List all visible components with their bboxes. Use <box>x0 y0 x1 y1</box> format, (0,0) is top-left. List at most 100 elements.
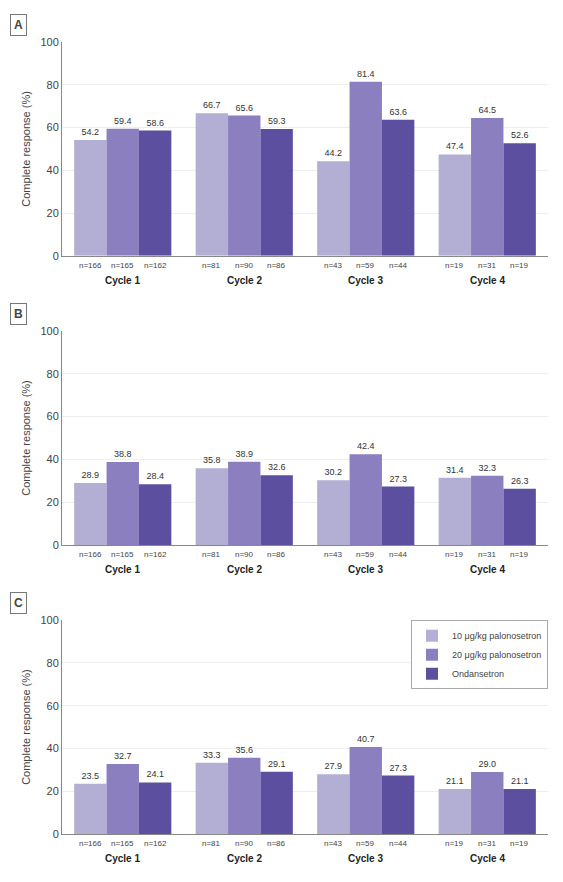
svg-text:64.5: 64.5 <box>478 105 496 115</box>
svg-text:33.3: 33.3 <box>203 750 221 760</box>
svg-text:n=90: n=90 <box>235 550 254 559</box>
svg-text:60: 60 <box>47 121 59 133</box>
svg-text:n=44: n=44 <box>389 839 408 848</box>
svg-text:n=165: n=165 <box>111 839 134 848</box>
svg-text:Cycle 2: Cycle 2 <box>227 275 262 286</box>
svg-text:Cycle 3: Cycle 3 <box>348 853 383 864</box>
svg-text:C: C <box>14 596 23 610</box>
svg-text:52.6: 52.6 <box>511 130 529 140</box>
svg-text:40: 40 <box>47 453 59 465</box>
svg-text:32.7: 32.7 <box>114 751 132 761</box>
svg-text:60: 60 <box>47 700 59 712</box>
svg-text:n=162: n=162 <box>144 261 167 270</box>
svg-text:n=31: n=31 <box>478 550 497 559</box>
svg-text:35.8: 35.8 <box>203 455 221 465</box>
svg-text:n=43: n=43 <box>324 550 343 559</box>
svg-text:Cycle 1: Cycle 1 <box>105 853 140 864</box>
svg-text:Complete response (%): Complete response (%) <box>20 380 32 496</box>
svg-text:58.6: 58.6 <box>146 118 164 128</box>
svg-text:59.3: 59.3 <box>268 116 286 126</box>
svg-text:44.2: 44.2 <box>325 148 343 158</box>
svg-text:n=19: n=19 <box>445 261 464 270</box>
svg-text:n=90: n=90 <box>235 261 254 270</box>
svg-text:27.3: 27.3 <box>389 763 407 773</box>
svg-text:100: 100 <box>40 325 58 337</box>
svg-text:100: 100 <box>40 36 58 48</box>
svg-text:32.3: 32.3 <box>478 463 496 473</box>
svg-text:21.1: 21.1 <box>511 776 529 786</box>
svg-text:27.3: 27.3 <box>389 474 407 484</box>
svg-text:n=166: n=166 <box>79 550 102 559</box>
svg-text:Complete response (%): Complete response (%) <box>20 91 32 207</box>
svg-text:n=166: n=166 <box>79 261 102 270</box>
svg-text:100: 100 <box>40 614 58 626</box>
svg-text:20 μg/kg palonosetron: 20 μg/kg palonosetron <box>452 650 541 660</box>
svg-text:n=44: n=44 <box>389 550 408 559</box>
svg-text:38.9: 38.9 <box>235 449 253 459</box>
svg-text:n=44: n=44 <box>389 261 408 270</box>
svg-text:27.9: 27.9 <box>325 761 343 771</box>
svg-text:A: A <box>14 18 23 32</box>
svg-text:n=19: n=19 <box>445 550 464 559</box>
svg-text:81.4: 81.4 <box>357 69 375 79</box>
svg-text:60: 60 <box>47 410 59 422</box>
svg-text:10 μg/kg palonosetron: 10 μg/kg palonosetron <box>452 631 541 641</box>
svg-text:n=31: n=31 <box>478 261 497 270</box>
svg-text:n=31: n=31 <box>478 839 497 848</box>
svg-text:n=59: n=59 <box>356 550 375 559</box>
svg-text:Cycle 4: Cycle 4 <box>470 275 505 286</box>
svg-text:29.0: 29.0 <box>478 759 496 769</box>
svg-text:n=43: n=43 <box>324 839 343 848</box>
svg-text:n=162: n=162 <box>144 839 167 848</box>
svg-text:n=165: n=165 <box>111 550 134 559</box>
svg-text:40: 40 <box>47 742 59 754</box>
svg-text:n=59: n=59 <box>356 839 375 848</box>
svg-text:65.6: 65.6 <box>235 103 253 113</box>
svg-text:Cycle 3: Cycle 3 <box>348 275 383 286</box>
svg-text:n=86: n=86 <box>267 839 286 848</box>
svg-text:n=90: n=90 <box>235 839 254 848</box>
svg-text:B: B <box>14 307 23 321</box>
svg-text:24.1: 24.1 <box>146 769 164 779</box>
svg-text:26.3: 26.3 <box>511 476 529 486</box>
svg-text:20: 20 <box>47 496 59 508</box>
svg-text:n=86: n=86 <box>267 550 286 559</box>
svg-text:Cycle 4: Cycle 4 <box>470 564 505 575</box>
svg-text:32.6: 32.6 <box>268 462 286 472</box>
svg-text:Cycle 4: Cycle 4 <box>470 853 505 864</box>
svg-text:80: 80 <box>47 79 59 91</box>
svg-text:Cycle 2: Cycle 2 <box>227 564 262 575</box>
svg-text:n=86: n=86 <box>267 261 286 270</box>
svg-text:35.6: 35.6 <box>235 745 253 755</box>
svg-text:40.7: 40.7 <box>357 734 375 744</box>
svg-text:n=81: n=81 <box>202 839 221 848</box>
svg-text:Cycle 2: Cycle 2 <box>227 853 262 864</box>
svg-text:23.5: 23.5 <box>82 771 100 781</box>
svg-text:29.1: 29.1 <box>268 759 286 769</box>
svg-text:66.7: 66.7 <box>203 100 221 110</box>
svg-text:38.8: 38.8 <box>114 449 132 459</box>
svg-text:Cycle 3: Cycle 3 <box>348 564 383 575</box>
svg-text:Cycle 1: Cycle 1 <box>105 564 140 575</box>
svg-text:n=19: n=19 <box>510 839 529 848</box>
svg-text:31.4: 31.4 <box>446 465 464 475</box>
svg-text:30.2: 30.2 <box>325 467 343 477</box>
svg-text:0: 0 <box>53 539 59 551</box>
svg-text:47.4: 47.4 <box>446 141 464 151</box>
svg-text:n=81: n=81 <box>202 261 221 270</box>
svg-text:0: 0 <box>53 828 59 840</box>
svg-text:21.1: 21.1 <box>446 776 464 786</box>
svg-text:n=19: n=19 <box>510 261 529 270</box>
svg-text:28.9: 28.9 <box>82 470 100 480</box>
svg-text:n=81: n=81 <box>202 550 221 559</box>
svg-text:n=162: n=162 <box>144 550 167 559</box>
svg-text:0: 0 <box>53 250 59 262</box>
svg-text:Cycle 1: Cycle 1 <box>105 275 140 286</box>
svg-text:n=43: n=43 <box>324 261 343 270</box>
svg-text:20: 20 <box>47 207 59 219</box>
svg-text:28.4: 28.4 <box>146 471 164 481</box>
svg-text:80: 80 <box>47 657 59 669</box>
svg-text:n=19: n=19 <box>510 550 529 559</box>
svg-text:n=19: n=19 <box>445 839 464 848</box>
svg-text:63.6: 63.6 <box>389 107 407 117</box>
